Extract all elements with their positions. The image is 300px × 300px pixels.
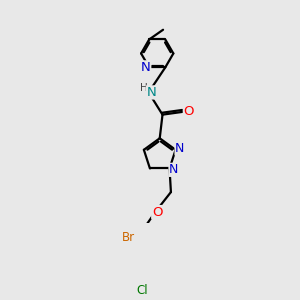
Text: O: O <box>152 206 162 219</box>
Text: O: O <box>183 105 194 119</box>
Text: Br: Br <box>122 231 135 244</box>
Text: H: H <box>140 83 148 93</box>
Text: N: N <box>141 61 151 74</box>
Text: Cl: Cl <box>136 284 148 297</box>
Text: N: N <box>146 86 156 99</box>
Text: N: N <box>175 142 184 155</box>
Text: N: N <box>169 163 178 176</box>
